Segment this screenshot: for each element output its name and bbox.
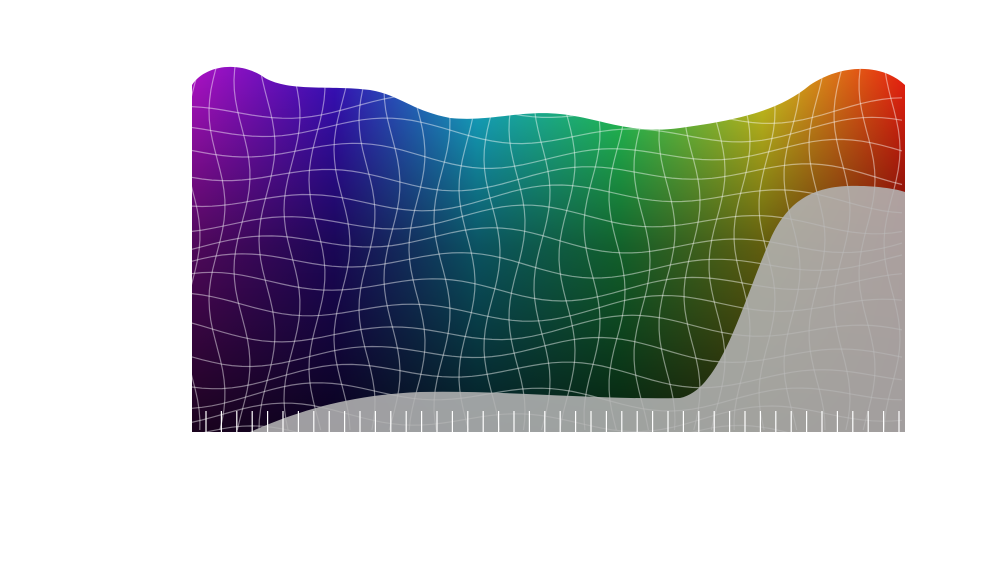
mesh-line xyxy=(192,66,201,431)
mesh-line xyxy=(258,66,276,431)
mesh-line xyxy=(558,66,576,431)
mesh-line xyxy=(192,138,903,170)
mesh-line xyxy=(433,66,451,431)
mesh-line xyxy=(383,66,401,431)
mesh-line xyxy=(333,66,351,431)
mesh-line xyxy=(233,66,251,431)
mesh-line xyxy=(192,184,903,214)
mesh-line xyxy=(583,66,601,431)
mesh-line xyxy=(208,66,226,431)
mesh-line xyxy=(408,66,426,431)
terrain-surface xyxy=(192,60,925,433)
mesh-line xyxy=(308,66,326,431)
mesh-line xyxy=(458,66,476,431)
tick-marks xyxy=(205,411,900,432)
mesh-line xyxy=(192,116,903,145)
mesh-line xyxy=(483,66,501,431)
mesh-line xyxy=(283,66,301,431)
mesh-line xyxy=(358,66,376,431)
mesh-line xyxy=(533,66,551,431)
mesh-line xyxy=(508,66,526,431)
mesh-line xyxy=(192,163,903,192)
mesh-line xyxy=(192,94,903,125)
mesh-line xyxy=(909,60,925,430)
grey-overlay-shape xyxy=(192,185,905,432)
